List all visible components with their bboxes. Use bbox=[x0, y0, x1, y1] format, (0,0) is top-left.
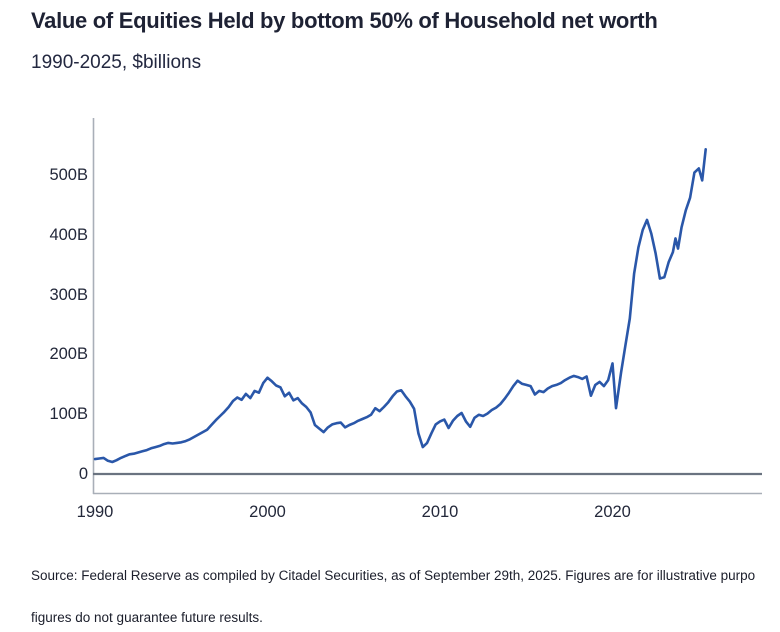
x-tick-label: 2020 bbox=[594, 503, 631, 521]
y-tick-label: 300B bbox=[49, 285, 88, 304]
y-tick-label: 0 bbox=[78, 465, 88, 483]
source-line-2: figures do not guarantee future results. bbox=[31, 610, 263, 625]
y-tick-label: 500B bbox=[49, 166, 88, 184]
y-tick-label: 400B bbox=[49, 225, 88, 244]
y-tick-label: 100B bbox=[49, 405, 88, 424]
y-tick-label: 200B bbox=[49, 345, 88, 364]
source-line-1: Source: Federal Reserve as compiled by C… bbox=[31, 568, 756, 583]
x-tick-label: 1990 bbox=[76, 503, 114, 521]
x-tick-label: 2010 bbox=[421, 503, 459, 521]
equities-series-line bbox=[93, 148, 708, 464]
x-tick-label: 2000 bbox=[249, 503, 286, 521]
chart-subtitle: 1990-2025, $billions bbox=[31, 52, 202, 73]
chart-title: Value of Equities Held by bottom 50% of … bbox=[31, 8, 658, 33]
